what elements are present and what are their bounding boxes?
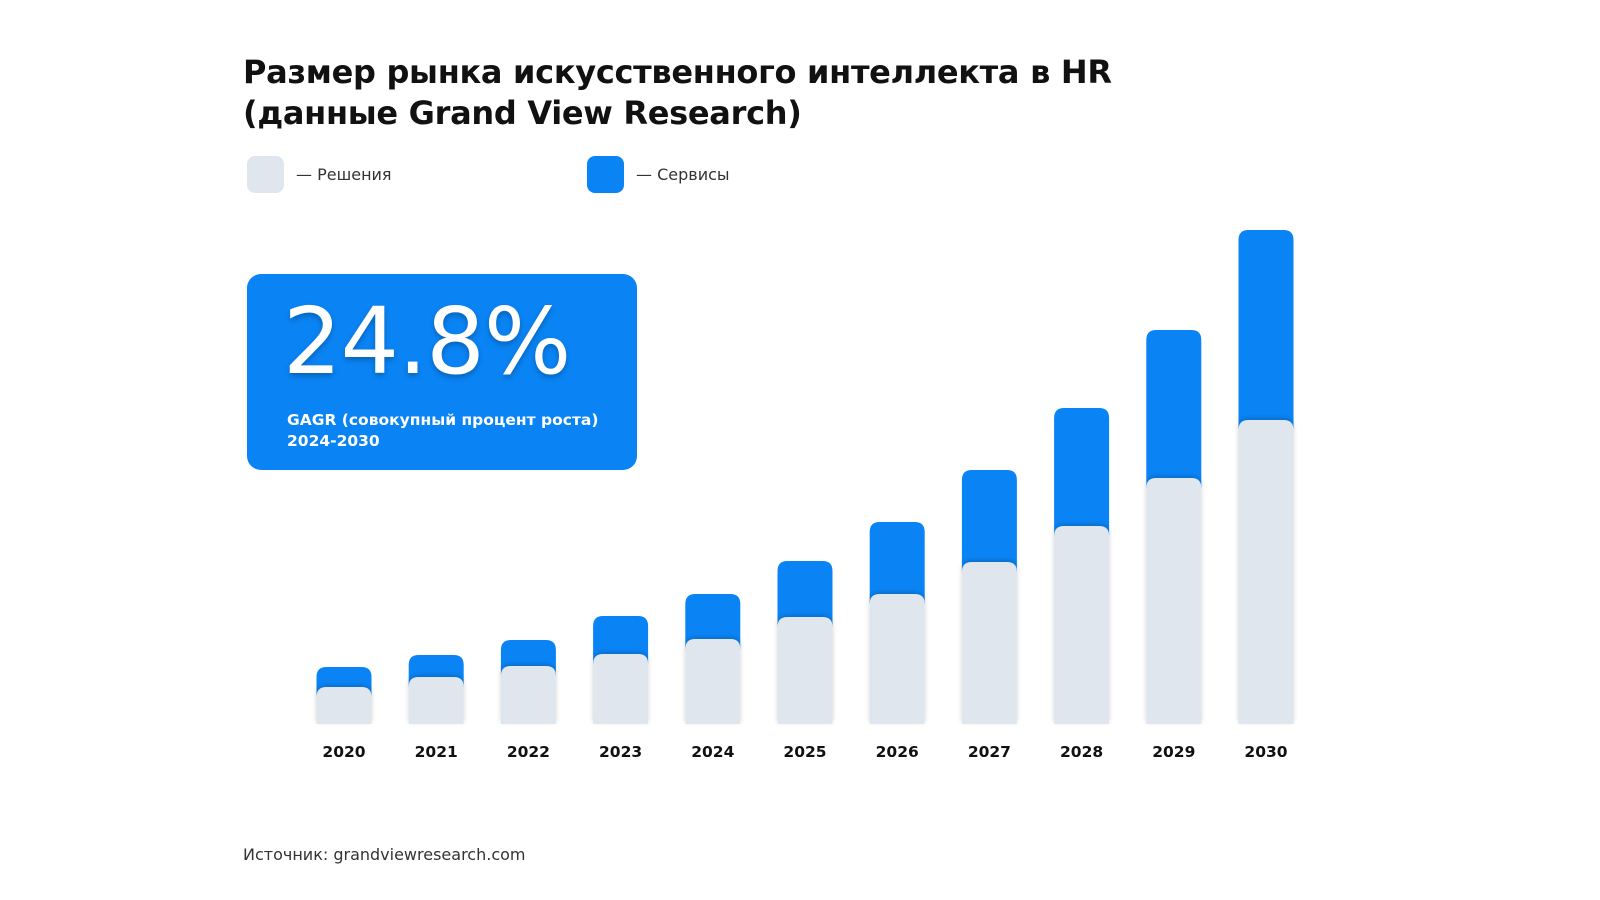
bar-solutions-2028 xyxy=(1054,526,1110,724)
bar-group-2021: 2021 xyxy=(408,655,464,761)
bar-solutions-2029 xyxy=(1146,478,1202,724)
x-tick-label-2030: 2030 xyxy=(1244,743,1287,761)
bar-group-2022: 2022 xyxy=(500,640,556,761)
x-tick-label-2026: 2026 xyxy=(876,743,919,761)
x-tick-label-2021: 2021 xyxy=(415,743,458,761)
bar-solutions-2021 xyxy=(408,677,464,724)
legend-item-solutions: — Решения xyxy=(247,155,392,193)
bar-services-2030 xyxy=(1238,230,1294,430)
bar-group-2023: 2023 xyxy=(593,616,649,761)
legend-swatch-services xyxy=(587,155,624,193)
bar-services-2028 xyxy=(1054,408,1110,536)
x-tick-label-2029: 2029 xyxy=(1152,743,1195,761)
bar-group-2020: 2020 xyxy=(316,667,372,761)
legend-item-services: — Сервисы xyxy=(587,155,730,193)
x-tick-label-2028: 2028 xyxy=(1060,743,1103,761)
bar-solutions-2023 xyxy=(593,654,649,724)
legend-label-services: — Сервисы xyxy=(636,164,730,184)
x-tick-label-2027: 2027 xyxy=(968,743,1011,761)
bar-group-2025: 2025 xyxy=(777,561,833,761)
bar-solutions-2024 xyxy=(685,639,741,724)
bar-services-2029 xyxy=(1146,330,1202,488)
cagr-caption: GAGR (совокупный процент роста) 2024-203… xyxy=(287,410,627,452)
x-tick-label-2020: 2020 xyxy=(322,743,365,761)
cagr-caption-line-1: GAGR (совокупный процент роста) xyxy=(287,411,599,429)
bar-solutions-2022 xyxy=(500,666,556,724)
legend-swatch-solutions xyxy=(247,155,284,193)
bar-services-2024 xyxy=(685,594,741,649)
bar-solutions-2025 xyxy=(777,617,833,724)
bar-solutions-2030 xyxy=(1238,420,1294,724)
x-tick-label-2024: 2024 xyxy=(691,743,734,761)
x-tick-label-2023: 2023 xyxy=(599,743,642,761)
bar-solutions-2027 xyxy=(961,562,1017,724)
bar-group-2024: 2024 xyxy=(685,594,741,761)
x-tick-label-2025: 2025 xyxy=(783,743,826,761)
bar-group-2029: 2029 xyxy=(1146,330,1202,761)
bar-group-2026: 2026 xyxy=(869,522,925,761)
cagr-card: 24.8% GAGR (совокупный процент роста) 20… xyxy=(247,274,637,470)
bar-solutions-2020 xyxy=(316,687,372,724)
bar-group-2027: 2027 xyxy=(961,470,1017,761)
bar-services-2026 xyxy=(869,522,925,604)
x-tick-label-2022: 2022 xyxy=(507,743,550,761)
chart-title-line-1: Размер рынка искусственного интеллекта в… xyxy=(243,53,1112,91)
source-note: Источник: grandviewresearch.com xyxy=(243,845,526,864)
bar-services-2025 xyxy=(777,561,833,627)
legend-label-solutions: — Решения xyxy=(296,164,392,184)
bar-group-2030: 2030 xyxy=(1238,230,1294,761)
chart-title-line-2: (данные Grand View Research) xyxy=(243,94,802,132)
bar-solutions-2026 xyxy=(869,594,925,724)
cagr-value: 24.8% xyxy=(283,288,571,395)
bar-services-2027 xyxy=(961,470,1017,572)
bar-services-2023 xyxy=(593,616,649,664)
cagr-caption-line-2: 2024-2030 xyxy=(287,432,380,450)
bar-group-2028: 2028 xyxy=(1054,408,1110,761)
chart-title: Размер рынка искусственного интеллекта в… xyxy=(243,52,1243,134)
